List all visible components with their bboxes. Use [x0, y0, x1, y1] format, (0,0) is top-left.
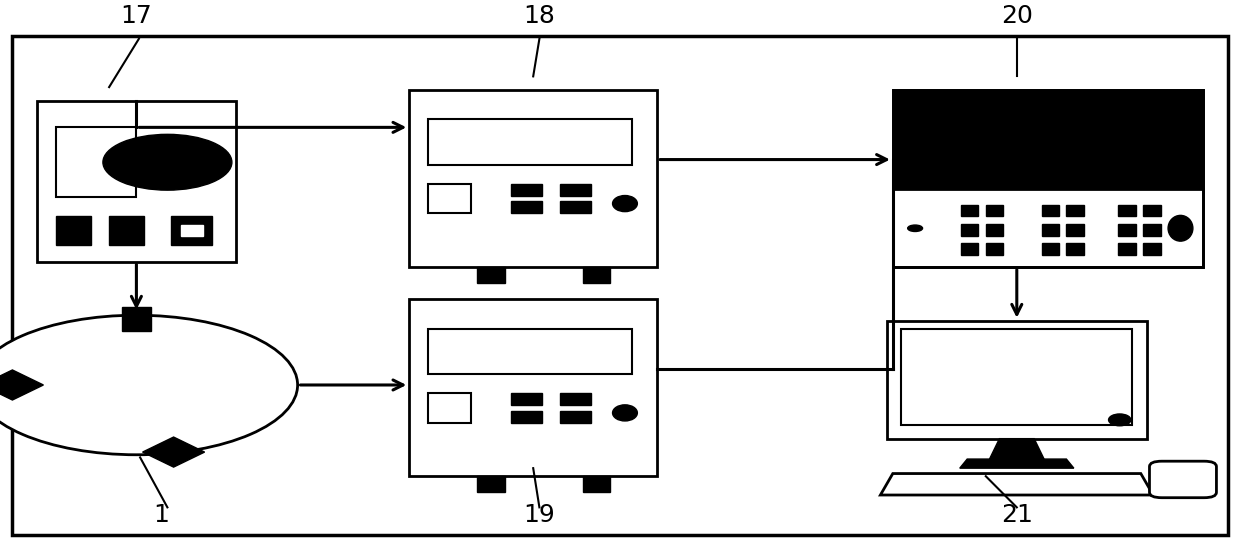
Bar — [961, 224, 978, 236]
Bar — [893, 90, 1203, 267]
Bar — [37, 100, 236, 262]
Polygon shape — [0, 370, 43, 400]
Bar — [109, 216, 144, 246]
Bar — [511, 183, 542, 195]
Text: 20: 20 — [1001, 4, 1033, 28]
Bar — [477, 476, 505, 492]
Circle shape — [908, 225, 923, 232]
Polygon shape — [960, 459, 1074, 468]
Bar — [409, 90, 657, 267]
Text: 1: 1 — [154, 503, 169, 527]
Bar — [887, 321, 1147, 438]
Bar — [1143, 205, 1161, 216]
Bar — [1143, 224, 1161, 236]
Bar — [1042, 205, 1059, 216]
Bar — [428, 393, 471, 423]
Bar — [477, 267, 505, 283]
Bar — [511, 201, 542, 213]
Bar — [893, 90, 1203, 192]
Bar — [1066, 224, 1084, 236]
Bar — [1118, 205, 1136, 216]
Bar — [893, 189, 1203, 267]
Bar — [986, 244, 1003, 255]
Bar — [171, 216, 212, 246]
Bar — [409, 299, 657, 476]
Ellipse shape — [613, 405, 637, 421]
Bar — [428, 329, 632, 374]
Bar — [560, 393, 591, 405]
Bar — [1066, 244, 1084, 255]
Circle shape — [103, 134, 232, 190]
Bar — [56, 127, 136, 197]
Bar — [961, 244, 978, 255]
Bar — [961, 205, 978, 216]
Bar — [560, 201, 591, 213]
Bar — [122, 307, 151, 331]
Ellipse shape — [1168, 215, 1193, 241]
Bar — [583, 267, 610, 283]
Bar — [511, 393, 542, 405]
Bar — [1143, 244, 1161, 255]
Polygon shape — [143, 437, 205, 467]
Ellipse shape — [613, 195, 637, 212]
Bar — [1042, 244, 1059, 255]
Bar — [181, 225, 203, 236]
Bar — [1066, 205, 1084, 216]
Bar — [986, 224, 1003, 236]
Bar — [56, 216, 91, 246]
Bar — [511, 411, 542, 423]
Ellipse shape — [1109, 414, 1131, 426]
Text: 18: 18 — [523, 4, 556, 28]
FancyBboxPatch shape — [1149, 461, 1216, 498]
Bar — [428, 183, 471, 213]
Polygon shape — [880, 473, 1153, 495]
Polygon shape — [990, 438, 1044, 459]
Text: 19: 19 — [523, 503, 556, 527]
Text: 17: 17 — [120, 4, 153, 28]
Bar — [428, 120, 632, 165]
Bar — [1118, 224, 1136, 236]
Bar — [901, 329, 1132, 425]
Bar — [1042, 224, 1059, 236]
Bar — [560, 411, 591, 423]
Circle shape — [0, 315, 298, 455]
Bar — [583, 476, 610, 492]
Bar — [986, 205, 1003, 216]
Bar — [1118, 244, 1136, 255]
Text: 21: 21 — [1001, 503, 1033, 527]
Bar — [560, 183, 591, 195]
